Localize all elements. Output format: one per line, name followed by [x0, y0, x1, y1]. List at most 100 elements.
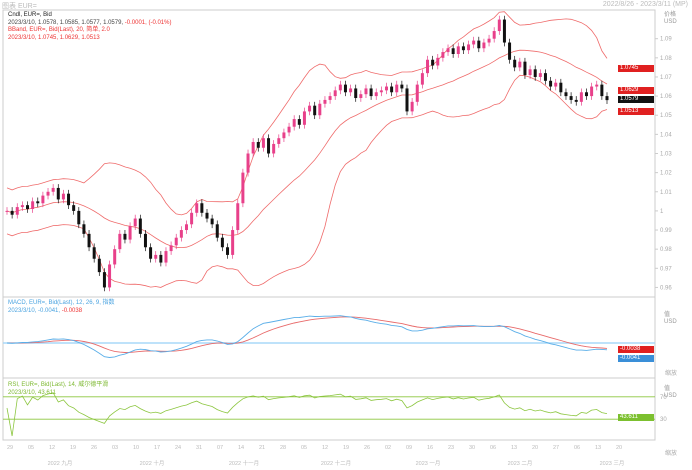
macd-signal-line	[6, 316, 608, 353]
x-day-label: 12	[322, 445, 328, 451]
candle-body	[251, 142, 255, 154]
candle-body	[67, 193, 71, 206]
candle-body	[513, 59, 517, 68]
candle-body	[15, 207, 19, 215]
x-day-label: 26	[364, 445, 370, 451]
x-day-label: 05	[301, 445, 307, 451]
signal-value: -0.0038	[61, 307, 83, 314]
candle-body	[41, 195, 45, 204]
candle-body	[395, 84, 399, 93]
macd-axis-title: 值 USD	[664, 312, 677, 326]
candle-body	[595, 84, 599, 87]
candle-body	[487, 38, 491, 43]
candle-body	[72, 205, 76, 211]
candle-body	[446, 48, 450, 53]
candle-body	[343, 84, 347, 93]
candle-body	[226, 247, 230, 255]
candle-body	[564, 92, 568, 97]
candle-body	[549, 80, 553, 87]
y-tick-label: 0.97	[660, 266, 672, 272]
candle-body	[349, 88, 353, 93]
candle-body	[359, 94, 363, 99]
bband-legend: BBand, EUR=, Bid(Last), 20, 简单, 2.0	[8, 27, 110, 33]
bband-lower-tag: 1.0513	[618, 108, 654, 115]
candle-body	[123, 233, 127, 240]
bband-middle-line	[6, 49, 608, 249]
candle-body	[200, 203, 204, 213]
candle-body	[318, 103, 322, 116]
chart-title: 图表 EUR=	[2, 3, 37, 10]
x-day-label: 09	[406, 445, 412, 451]
candle-body	[379, 90, 383, 93]
x-month-label: 2022 十二月	[321, 459, 351, 467]
candle-body	[102, 272, 106, 288]
y-tick-label: 1.02	[660, 171, 672, 177]
candle-body	[210, 218, 214, 225]
candle-body	[302, 111, 306, 125]
candle-legend: Cndl, EUR=, Bid	[8, 12, 52, 18]
last-price-tag: 1.0579	[618, 96, 654, 103]
candle-body	[10, 210, 14, 215]
x-day-label: 14	[238, 445, 244, 451]
macd-zoom-button[interactable]: 缩放	[665, 371, 678, 377]
y-tick-label: 0.96	[660, 285, 672, 291]
candle-body	[415, 84, 419, 102]
candle-body	[523, 61, 527, 76]
rsi-axis-label: 值	[664, 386, 671, 392]
x-day-label: 19	[70, 445, 76, 451]
candle-body	[133, 218, 137, 227]
candle-change: -0.0001, (-0.01%)	[124, 19, 172, 26]
rsi-panel-frame	[2, 377, 656, 441]
candle-body	[56, 187, 60, 200]
x-month-label: 2022 九月	[48, 459, 73, 467]
rsi-axis-title: 值 USD	[664, 386, 677, 400]
candle-body	[472, 40, 476, 45]
candle-body	[220, 237, 224, 248]
candle-body	[292, 119, 296, 127]
x-month-label: 2023 三月	[600, 460, 625, 467]
candle-body	[97, 258, 101, 273]
y-tick-label: 0.98	[660, 247, 672, 253]
candle-body	[451, 48, 455, 55]
price-axis-label: 价格	[664, 12, 677, 18]
rsi-axis-unit: USD	[664, 393, 677, 399]
bband-middle-tag: 1.0629	[618, 87, 654, 94]
candle-body	[287, 126, 291, 133]
x-day-label: 02	[385, 445, 391, 451]
candle-body	[338, 84, 342, 91]
rsi-zoom-button[interactable]: 缩放	[665, 451, 678, 457]
candle-body	[26, 205, 30, 209]
candle-body	[5, 210, 9, 212]
x-day-label: 13	[511, 445, 517, 451]
x-day-label: 20	[616, 445, 622, 451]
candle-body	[333, 90, 337, 97]
candle-body	[184, 224, 188, 231]
candle-body	[231, 230, 235, 255]
candle-body	[559, 82, 563, 93]
x-day-label: 29	[7, 445, 13, 451]
candle-body	[456, 46, 460, 55]
x-day-label: 07	[217, 445, 223, 451]
macd-axis-label: 值	[664, 312, 671, 318]
candle-body	[605, 96, 609, 101]
candle-values: 2023/3/10, 1.0578, 1.0585, 1.0577, 1.057…	[8, 19, 124, 26]
candle-body	[205, 212, 209, 219]
candle-body	[431, 59, 435, 66]
rsi-value: 2023/3/10, 43.611	[8, 389, 56, 396]
x-day-label: 16	[427, 445, 433, 451]
candle-body	[410, 101, 414, 112]
candle-body	[113, 249, 117, 265]
y-tick-label: 1.03	[660, 152, 672, 158]
candle-body	[138, 218, 142, 234]
candle-body	[374, 92, 378, 97]
candle-body	[118, 233, 122, 250]
bband-lower-line	[6, 74, 608, 288]
candle-body	[77, 210, 81, 225]
candle-body	[313, 105, 317, 116]
candle-body	[267, 138, 271, 154]
x-month-label: 2023 二月	[508, 460, 533, 467]
x-day-label: 31	[196, 445, 202, 451]
candle-body	[190, 212, 194, 225]
candle-body	[246, 153, 250, 173]
